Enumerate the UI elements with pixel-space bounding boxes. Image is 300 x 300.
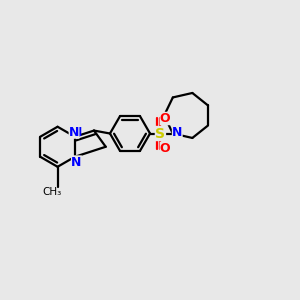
Text: S: S	[155, 127, 165, 140]
Text: N: N	[72, 126, 83, 139]
Text: N: N	[71, 156, 82, 169]
Text: O: O	[160, 112, 170, 125]
Text: CH₃: CH₃	[42, 187, 61, 197]
Text: O: O	[160, 142, 170, 155]
Text: N: N	[69, 125, 79, 139]
Text: N: N	[172, 126, 182, 139]
